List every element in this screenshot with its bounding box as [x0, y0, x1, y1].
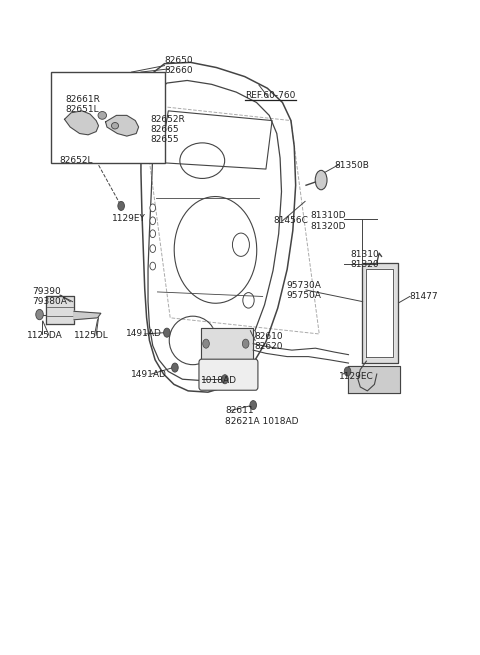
Text: 82665
82655: 82665 82655	[150, 125, 179, 145]
Text: 1125DL: 1125DL	[74, 331, 109, 340]
Circle shape	[250, 401, 256, 409]
Text: 81456C: 81456C	[273, 216, 308, 225]
Text: 1125DA: 1125DA	[27, 331, 62, 340]
Circle shape	[203, 339, 209, 348]
Circle shape	[150, 262, 156, 270]
Text: 82610
82620: 82610 82620	[254, 332, 283, 352]
Ellipse shape	[315, 170, 327, 190]
Text: 1491AD: 1491AD	[126, 329, 162, 339]
Text: 1018AD: 1018AD	[201, 376, 237, 385]
Text: 82652L: 82652L	[60, 156, 93, 165]
Polygon shape	[348, 366, 400, 394]
Ellipse shape	[111, 122, 119, 129]
Circle shape	[118, 201, 124, 210]
Text: 82661R
82651L: 82661R 82651L	[65, 95, 100, 114]
FancyBboxPatch shape	[199, 359, 258, 390]
Circle shape	[172, 363, 178, 372]
Text: 1129EY: 1129EY	[112, 214, 146, 223]
Circle shape	[150, 204, 156, 212]
Circle shape	[222, 375, 228, 384]
Circle shape	[199, 374, 205, 382]
Text: 81477: 81477	[410, 292, 438, 301]
Text: REF.60-760: REF.60-760	[245, 92, 295, 100]
Circle shape	[150, 245, 156, 252]
Polygon shape	[64, 111, 98, 135]
Circle shape	[164, 328, 170, 337]
Ellipse shape	[98, 111, 107, 119]
Circle shape	[251, 330, 256, 338]
Polygon shape	[106, 115, 139, 136]
Circle shape	[344, 367, 351, 376]
Text: 81310D
81320D: 81310D 81320D	[311, 211, 347, 231]
Circle shape	[242, 339, 249, 348]
Bar	[51, 72, 165, 162]
Text: 82611
82621A 1018AD: 82611 82621A 1018AD	[225, 406, 299, 426]
Text: 1129EC: 1129EC	[339, 371, 374, 381]
Circle shape	[36, 309, 43, 320]
Polygon shape	[74, 311, 101, 320]
Polygon shape	[46, 297, 74, 324]
Text: 79390
79380A: 79390 79380A	[33, 287, 67, 306]
Text: 95730A
95750A: 95730A 95750A	[286, 281, 321, 301]
Text: 82650
82660: 82650 82660	[164, 56, 193, 75]
Text: 81350B: 81350B	[335, 161, 369, 170]
Polygon shape	[366, 269, 393, 356]
Circle shape	[150, 217, 156, 225]
Text: 82652R: 82652R	[150, 115, 185, 124]
Text: 1491AD: 1491AD	[131, 369, 167, 379]
Circle shape	[150, 230, 156, 238]
Polygon shape	[201, 328, 253, 360]
Polygon shape	[362, 263, 398, 363]
Text: 81310
81320: 81310 81320	[351, 250, 380, 269]
